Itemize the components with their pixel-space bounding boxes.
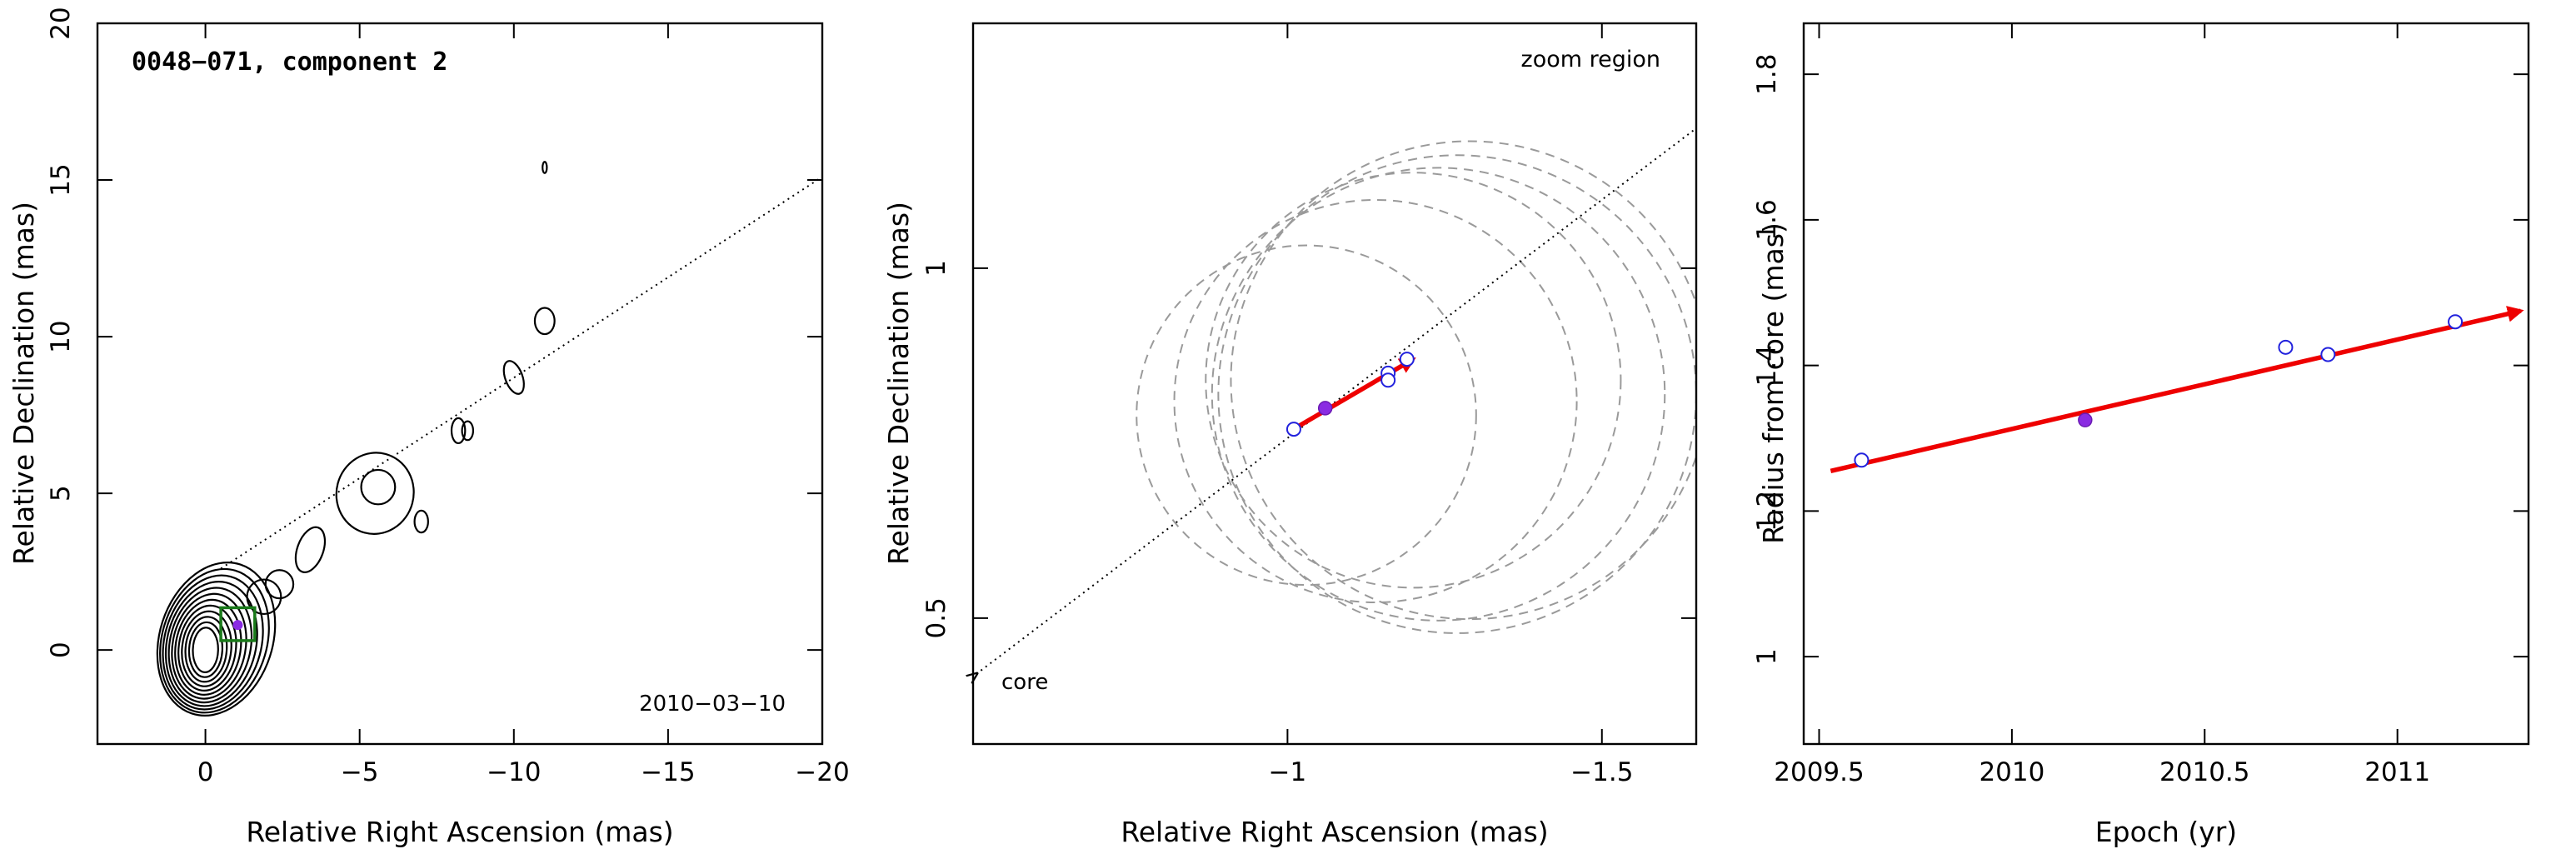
y-tick-label: 10 — [46, 320, 76, 352]
x-tick-label: 2011 — [2364, 757, 2430, 787]
y-tick-label: 1.6 — [1752, 199, 1782, 240]
contour — [171, 592, 247, 700]
data-point-filled — [1317, 401, 1333, 416]
contour — [167, 587, 253, 704]
y-tick-label: 0 — [46, 642, 76, 658]
contour — [533, 307, 556, 336]
contour — [502, 360, 525, 395]
x-axis-label-2: Relative Right Ascension (mas) — [1121, 816, 1548, 848]
data-point-open — [1380, 372, 1396, 388]
x-tick-label: −20 — [795, 757, 849, 787]
contour — [184, 616, 228, 683]
y-tick-label: 1.8 — [1752, 54, 1782, 95]
x-tick-label: −5 — [341, 757, 379, 787]
x-tick-label: −10 — [487, 757, 541, 787]
contour — [187, 621, 224, 678]
x-axis-ticks-1: 0 −5 −10 −15 −20 — [197, 23, 850, 787]
contour — [181, 610, 232, 687]
uncertainty-circle — [1136, 244, 1477, 587]
uncertainty-circles — [1136, 140, 1696, 634]
x-tick-label: −1.5 — [1570, 757, 1633, 787]
contour — [360, 468, 397, 506]
contour — [246, 578, 282, 616]
y-tick-label: 20 — [46, 7, 76, 39]
contour — [413, 509, 429, 534]
uncertainty-circle — [1205, 172, 1622, 589]
x-tick-label: 2010.5 — [2159, 757, 2249, 787]
y-axis-ticks-2: 0.51 — [921, 260, 1696, 638]
uncertainty-circle — [1217, 154, 1696, 634]
fit-arrow-3 — [1830, 306, 2524, 474]
contour — [162, 574, 264, 711]
data-point-open — [2448, 314, 2464, 330]
contour — [450, 417, 467, 445]
core-label: core — [1001, 670, 1048, 695]
contour — [177, 604, 237, 692]
zoom-region-label: zoom region — [1521, 47, 1660, 72]
x-axis-label-1: Relative Right Ascension (mas) — [246, 816, 673, 848]
data-point-open — [1399, 352, 1415, 367]
y-axis-label-1: Relative Declination (mas) — [7, 202, 40, 565]
data-point-open — [1854, 452, 1870, 468]
y-axis-ticks-3: 1 1.2 1.4 1.6 1.8 — [1752, 54, 2529, 665]
plot-frame-3 — [1802, 22, 2530, 746]
uncertainty-circle — [1173, 198, 1578, 604]
y-tick-label: 1.4 — [1752, 345, 1782, 386]
x-tick-label: 2010 — [1979, 757, 2044, 787]
contour — [156, 562, 277, 717]
y-axis-label-2: Relative Declination (mas) — [882, 202, 915, 565]
contour — [264, 569, 295, 600]
contour — [164, 581, 258, 707]
x-tick-label: −1 — [1269, 757, 1307, 787]
contour — [159, 567, 270, 714]
y-axis-label-3: Radius from core (mas) — [1757, 222, 1790, 544]
uncertainty-circle — [1230, 140, 1696, 621]
panel-radius-epoch: 2009.5 2010 2010.5 2011 1 1.2 1.4 1.6 1.8 Epoch… — [1752, 22, 2530, 848]
panel-contour-map: 0 −5 −10 −15 −20 0 5 10 15 20 0048−071, componen… — [7, 7, 850, 848]
contour — [461, 420, 475, 442]
contour — [335, 452, 415, 535]
data-point-open — [2278, 339, 2294, 355]
uncertainty-circle — [1211, 167, 1666, 622]
x-axis-ticks-2: −1 −1.5 — [1269, 23, 1633, 787]
date-label: 2010−03−10 — [639, 692, 786, 717]
data-points-3 — [1854, 314, 2464, 468]
contour — [294, 526, 327, 573]
y-tick-label: 1 — [1752, 648, 1782, 665]
x-tick-label: −15 — [641, 757, 695, 787]
x-axis-ticks-3: 2009.5 2010 2010.5 2011 — [1774, 23, 2430, 787]
component-marker — [232, 620, 243, 631]
data-points-2 — [1286, 352, 1415, 437]
y-tick-label: 5 — [46, 485, 76, 502]
x-tick-label: 0 — [197, 757, 214, 787]
contour — [192, 627, 219, 673]
contour — [542, 161, 548, 174]
y-tick-label: 0.5 — [921, 597, 951, 638]
data-point-filled — [2078, 412, 2093, 427]
trajectory-line-2 — [976, 127, 1697, 674]
x-tick-label: 2009.5 — [1774, 757, 1864, 787]
x-axis-label-3: Epoch (yr) — [2095, 816, 2237, 848]
y-tick-label: 15 — [46, 163, 76, 196]
contour-group — [156, 161, 556, 717]
y-tick-label: 1 — [921, 260, 951, 277]
panel-title: 0048−071, component 2 — [132, 47, 447, 77]
contour — [174, 598, 242, 696]
data-point-open — [1286, 422, 1301, 437]
y-tick-label: 1.2 — [1752, 491, 1782, 532]
panel-zoom-region: −1 −1.5 0.51 zoom region core Relative Ri… — [882, 22, 1698, 848]
y-axis-ticks-1: 0 5 10 15 20 — [46, 7, 822, 658]
data-point-open — [2320, 347, 2336, 362]
plot-frame-1 — [96, 22, 824, 746]
plot-frame-2 — [971, 22, 1698, 746]
zoom-box — [219, 606, 257, 642]
